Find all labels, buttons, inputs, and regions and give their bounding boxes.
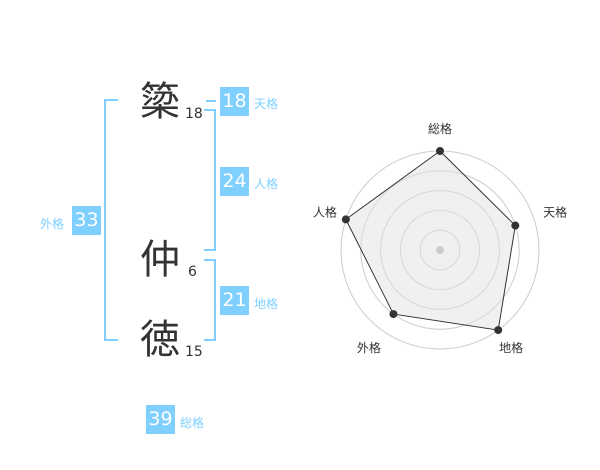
- chikaku-label: 地格: [254, 297, 279, 311]
- radar-point: [341, 215, 350, 224]
- gaikaku-value: 33: [72, 206, 101, 235]
- jinkaku-label: 人格: [254, 177, 279, 191]
- stroke-count-2: 6: [188, 264, 197, 280]
- radar-point: [436, 147, 444, 155]
- radar-axis-label: 人格: [313, 205, 337, 220]
- gaikaku-label: 外格: [40, 217, 65, 231]
- radar-point: [389, 310, 398, 319]
- name-char-3: 徳: [140, 317, 180, 363]
- jinkaku-bracket: [204, 109, 216, 251]
- name-char-1: 簗: [140, 79, 180, 125]
- name-char-2: 仲: [140, 237, 180, 283]
- gaikaku-bracket: [104, 99, 118, 341]
- tenkaku-bracket: [206, 100, 216, 102]
- radar-axis-label: 外格: [357, 340, 381, 355]
- tenkaku-label: 天格: [254, 97, 279, 111]
- radar-point: [511, 221, 520, 230]
- jinkaku-value: 24: [220, 167, 249, 196]
- radar-polygon: [345, 150, 516, 331]
- chikaku-value: 21: [220, 286, 249, 315]
- radar-axis-label: 地格: [499, 340, 523, 355]
- chikaku-bracket: [204, 259, 216, 341]
- soukaku-label: 総格: [180, 416, 205, 430]
- radar-axis-label: 天格: [543, 205, 567, 220]
- stroke-count-3: 15: [185, 344, 203, 360]
- stroke-count-1: 18: [185, 106, 203, 122]
- radar-center-dot: [436, 246, 444, 254]
- radar-point: [494, 326, 503, 335]
- soukaku-value: 39: [146, 405, 175, 434]
- radar-axis-label: 総格: [428, 121, 452, 136]
- tenkaku-value: 18: [220, 87, 249, 116]
